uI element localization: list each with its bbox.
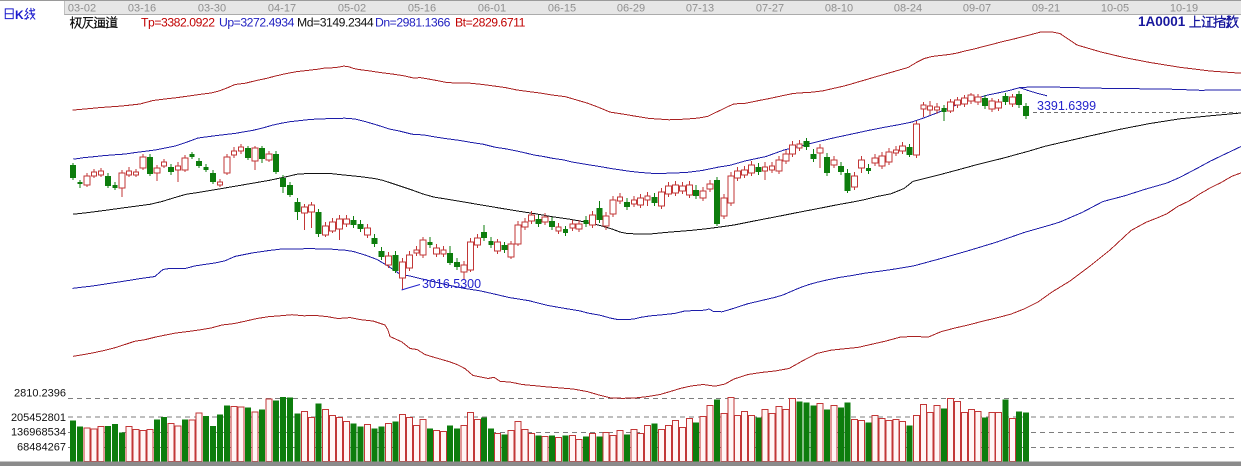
svg-text:205452801: 205452801 bbox=[11, 412, 66, 424]
svg-text:06-15: 06-15 bbox=[548, 3, 576, 15]
svg-text:09-07: 09-07 bbox=[963, 3, 991, 15]
svg-text:Dn=2981.1366: Dn=2981.1366 bbox=[375, 16, 451, 30]
svg-text:3016.5300: 3016.5300 bbox=[422, 277, 481, 291]
svg-text:09-21: 09-21 bbox=[1032, 3, 1060, 15]
svg-text:03-02: 03-02 bbox=[68, 3, 96, 15]
svg-text:10-19: 10-19 bbox=[1170, 3, 1198, 15]
svg-text:06-29: 06-29 bbox=[617, 3, 645, 15]
svg-text:68484267: 68484267 bbox=[17, 442, 66, 454]
svg-text:136968534: 136968534 bbox=[11, 427, 66, 439]
svg-text:3391.6399: 3391.6399 bbox=[1037, 99, 1096, 113]
svg-text:08-10: 08-10 bbox=[825, 3, 853, 15]
svg-text:05-16: 05-16 bbox=[408, 3, 436, 15]
svg-text:2810.2396: 2810.2396 bbox=[14, 388, 66, 400]
svg-text:07-13: 07-13 bbox=[686, 3, 714, 15]
svg-text:1A0001: 1A0001 bbox=[1138, 14, 1186, 29]
svg-text:Tp=3382.0922: Tp=3382.0922 bbox=[141, 16, 215, 30]
svg-text:07-27: 07-27 bbox=[756, 3, 784, 15]
svg-text:10-05: 10-05 bbox=[1101, 3, 1129, 15]
svg-text:03-30: 03-30 bbox=[198, 3, 226, 15]
svg-text:03-16: 03-16 bbox=[128, 3, 156, 15]
svg-text:Up=3272.4934: Up=3272.4934 bbox=[219, 16, 295, 30]
svg-text:05-02: 05-02 bbox=[338, 3, 366, 15]
svg-text:04-17: 04-17 bbox=[268, 3, 296, 15]
svg-text:06-01: 06-01 bbox=[478, 3, 506, 15]
svg-text:K: K bbox=[15, 8, 24, 22]
svg-text:Bt=2829.6711: Bt=2829.6711 bbox=[455, 16, 526, 30]
svg-text:Md=3149.2344: Md=3149.2344 bbox=[297, 16, 374, 30]
svg-text:08-24: 08-24 bbox=[894, 3, 922, 15]
